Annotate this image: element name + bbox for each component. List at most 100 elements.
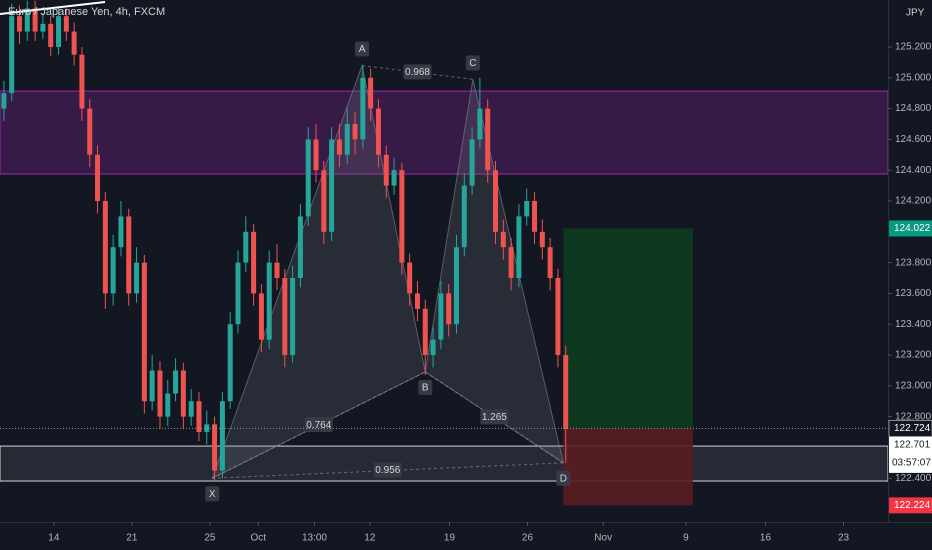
candle-body	[24, 8, 30, 32]
candle-body	[165, 393, 171, 417]
candle-body	[532, 201, 538, 232]
candle-body	[157, 370, 163, 417]
candle-body	[321, 170, 327, 232]
candle-body	[134, 262, 140, 294]
x-tick-label: 23	[838, 533, 850, 544]
price-tag-label: 122.701	[894, 440, 931, 451]
candle-body	[516, 216, 522, 279]
candle-body	[524, 201, 530, 217]
candle-body	[9, 16, 15, 94]
x-tick-label: 19	[444, 533, 456, 544]
point-box	[556, 470, 571, 486]
candle-body	[360, 77, 366, 140]
price-tag	[889, 497, 932, 514]
candle-body	[251, 231, 257, 294]
point-label: A	[359, 44, 366, 55]
y-tick-label: 123.600	[895, 288, 932, 299]
point-label: B	[422, 383, 429, 394]
y-tick-label: 122.400	[895, 473, 932, 484]
ratio-box	[304, 417, 333, 433]
price-tag-label: 122.724	[894, 423, 931, 434]
candle-body	[493, 170, 499, 232]
x-tick-label: Oct	[251, 533, 267, 544]
y-tick-label: 123.200	[895, 350, 932, 361]
candle-body	[212, 424, 218, 471]
candle-body	[243, 231, 249, 263]
candle-body	[17, 16, 23, 32]
candle-body	[352, 123, 358, 140]
candle-body	[235, 262, 241, 325]
candle-body	[87, 108, 93, 155]
candle-body	[118, 216, 124, 248]
candle-body	[446, 293, 452, 325]
candle-body	[40, 23, 46, 32]
price-tag	[889, 220, 932, 237]
x-tick-label: Nov	[594, 533, 612, 544]
candle-body	[344, 123, 350, 155]
candle-body	[188, 401, 194, 417]
candle-body	[414, 293, 420, 309]
candle-body	[391, 170, 397, 186]
x-tick-label: 21	[126, 533, 138, 544]
y-tick-label: 125.000	[895, 72, 932, 83]
y-tick-label: 123.800	[895, 257, 932, 268]
candle-body	[274, 262, 280, 279]
candle-body	[539, 231, 545, 248]
price-tag	[889, 436, 932, 473]
candle-body	[336, 139, 342, 155]
candle-body	[102, 201, 108, 294]
candle-body	[126, 216, 132, 294]
y-tick-label: 124.600	[895, 134, 932, 145]
ratio-label: 0.956	[375, 465, 400, 476]
candle-body	[453, 247, 459, 325]
y-tick-label: 122.800	[895, 411, 932, 422]
point-box	[465, 55, 480, 71]
candle-body	[508, 247, 514, 279]
candle-body	[485, 108, 491, 171]
candle-body	[204, 424, 210, 433]
zone	[0, 445, 889, 482]
target-zone	[563, 228, 693, 429]
price-tag-label: 124.022	[894, 223, 931, 234]
y-tick-label: 125.200	[895, 42, 932, 53]
x-tick-label: 13:00	[302, 533, 327, 544]
y-tick-label: 123.000	[895, 380, 932, 391]
candle-body	[196, 401, 202, 433]
point-label: D	[560, 473, 567, 484]
candle-body	[383, 154, 389, 186]
price-tag	[888, 420, 932, 437]
candle-body	[555, 278, 561, 356]
candle-body	[180, 370, 186, 417]
point-label: C	[469, 58, 476, 69]
x-tick-label: 14	[48, 533, 60, 544]
candle-body	[313, 139, 319, 171]
candle-body	[469, 139, 475, 186]
candle-body	[173, 370, 179, 394]
plot-area: 0.968 0.764 1.265 0.956 X A B C D	[0, 0, 889, 506]
candle-body	[219, 401, 225, 471]
candle-body	[63, 16, 69, 32]
candle-body	[266, 262, 272, 340]
y-tick-label: 124.800	[895, 103, 932, 114]
trend-line	[0, 1, 106, 15]
price-tag-label: 122.224	[894, 500, 931, 511]
candle-body	[141, 262, 147, 402]
point-label: X	[209, 489, 216, 500]
currency-label: JPY	[906, 8, 925, 19]
candle-body	[282, 278, 288, 356]
ratio-label: 0.968	[405, 67, 430, 78]
point-box	[355, 41, 370, 57]
x-tick-label: 16	[760, 533, 772, 544]
stop-zone	[563, 428, 693, 506]
x-tick-label: 9	[683, 533, 689, 544]
x-tick-label: 25	[204, 533, 216, 544]
candle-body	[399, 170, 405, 263]
ratio-label: 0.764	[306, 420, 331, 431]
candle-body	[56, 16, 62, 47]
ratio-box	[373, 462, 402, 478]
countdown: 03:57:07	[892, 458, 931, 469]
candle-body	[305, 139, 311, 217]
candle-body	[500, 231, 506, 248]
y-tick-label: 124.400	[895, 165, 932, 176]
